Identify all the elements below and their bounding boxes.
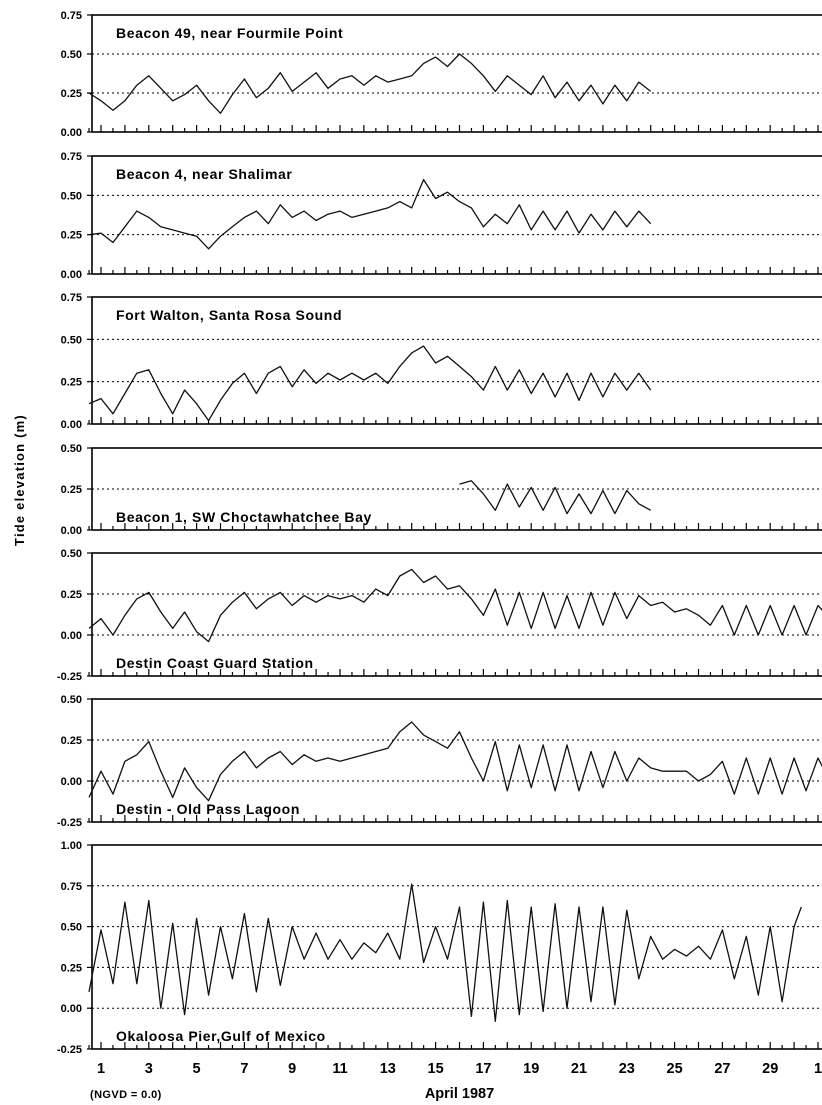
- y-tick-label: 0.75: [61, 292, 82, 304]
- series-line: [88, 53, 652, 114]
- series-line: [459, 480, 652, 515]
- panel-2: 0.00 0.25 0.50 0.75 Beacon 4, near Shalimar: [61, 151, 822, 281]
- panel-7: -0.25 0.00 0.25 0.50 0.75 1.00 Okaloosa Pier,G…: [57, 840, 822, 1056]
- panel-title: Fort Walton, Santa Rosa Sound: [116, 307, 342, 323]
- y-tick-label: 0.50: [61, 334, 82, 346]
- x-tick-label: 13: [380, 1061, 396, 1077]
- x-tick-label: 3: [145, 1061, 153, 1077]
- y-tick-label: 0.50: [61, 694, 82, 706]
- panel-4: 0.00 0.25 0.50 Beacon 1, SW Choctawhatchee …: [61, 443, 822, 537]
- panel-frame: [91, 155, 822, 275]
- x-tick-label: 21: [571, 1061, 587, 1077]
- x-tick-label: 5: [193, 1061, 201, 1077]
- x-axis-label: April 1987: [425, 1086, 494, 1102]
- x-tick-label: 25: [667, 1061, 683, 1077]
- panel-5: -0.25 0.00 0.25 0.50 Destin Coast Guard Stat…: [57, 548, 822, 683]
- panel-frame: [91, 698, 822, 823]
- y-tick-label: -0.25: [57, 671, 82, 683]
- y-tick-label: 1.00: [61, 840, 82, 852]
- x-tick-label: 29: [762, 1061, 778, 1077]
- x-tick-label: 27: [714, 1061, 730, 1077]
- datum-note: (NGVD = 0.0): [90, 1089, 162, 1101]
- x-tick-label: 15: [428, 1061, 444, 1077]
- y-tick-label: 0.25: [61, 230, 82, 242]
- y-tick-label: 0.25: [61, 377, 82, 389]
- x-tick-label: 9: [288, 1061, 296, 1077]
- y-tick-label: 0.00: [61, 525, 82, 537]
- panel-6: -0.25 0.00 0.25 0.50 Destin - Old Pass Lagoo…: [57, 694, 822, 829]
- y-tick-label: 0.75: [61, 10, 82, 22]
- panel-title: Beacon 1, SW Choctawhatchee Bay: [116, 509, 372, 525]
- y-tick-label: 0.00: [61, 776, 82, 788]
- x-tick-label: 1: [814, 1061, 822, 1077]
- y-tick-label: 0.25: [61, 484, 82, 496]
- x-tick-label: 1: [97, 1061, 105, 1077]
- series-line: [88, 345, 652, 422]
- panel-title: Beacon 49, near Fourmile Point: [116, 25, 343, 41]
- y-tick-label: -0.25: [57, 817, 82, 829]
- x-tick-label: 7: [240, 1061, 248, 1077]
- y-tick-label: 0.75: [61, 881, 82, 893]
- y-tick-label: 0.50: [61, 190, 82, 202]
- panel-frame: [91, 296, 822, 425]
- y-tick-label: 0.25: [61, 88, 82, 100]
- y-tick-label: 0.00: [61, 1003, 82, 1015]
- panel-title: Destin Coast Guard Station: [116, 655, 314, 671]
- y-tick-label: 0.00: [61, 127, 82, 139]
- y-tick-label: 0.25: [61, 962, 82, 974]
- panel-1: 0.00 0.25 0.50 0.75 Beacon 49, near Fourmile…: [61, 10, 822, 139]
- y-tick-label: 0.00: [61, 419, 82, 431]
- series-line: [88, 568, 822, 643]
- y-tick-label: 0.75: [61, 151, 82, 163]
- series-line: [88, 883, 802, 1022]
- y-tick-label: 0.50: [61, 443, 82, 455]
- panel-frame: [91, 552, 822, 677]
- y-axis-label: Tide elevation (m): [12, 414, 27, 546]
- y-tick-label: 0.50: [61, 49, 82, 61]
- series-line: [88, 178, 652, 250]
- y-tick-label: 0.50: [61, 548, 82, 560]
- panel-3: 0.00 0.25 0.50 0.75 Fort Walton, Santa Rosa …: [61, 292, 822, 431]
- panel-title: Destin - Old Pass Lagoon: [116, 801, 300, 817]
- y-tick-label: 0.25: [61, 589, 82, 601]
- x-tick-label: 17: [475, 1061, 491, 1077]
- panel-title: Okaloosa Pier,Gulf of Mexico: [116, 1028, 326, 1044]
- y-tick-label: 0.00: [61, 630, 82, 642]
- panel-title: Beacon 4, near Shalimar: [116, 166, 292, 182]
- y-tick-label: 0.00: [61, 269, 82, 281]
- y-tick-label: -0.25: [57, 1044, 82, 1056]
- panel-frame: [91, 14, 822, 133]
- y-tick-label: 0.25: [61, 735, 82, 747]
- panel-frame: [91, 844, 822, 1050]
- x-tick-label: 23: [619, 1061, 635, 1077]
- series-line: [88, 721, 822, 802]
- x-tick-label: 19: [523, 1061, 539, 1077]
- x-tick-label: 11: [332, 1061, 347, 1077]
- y-tick-label: 0.50: [61, 922, 82, 934]
